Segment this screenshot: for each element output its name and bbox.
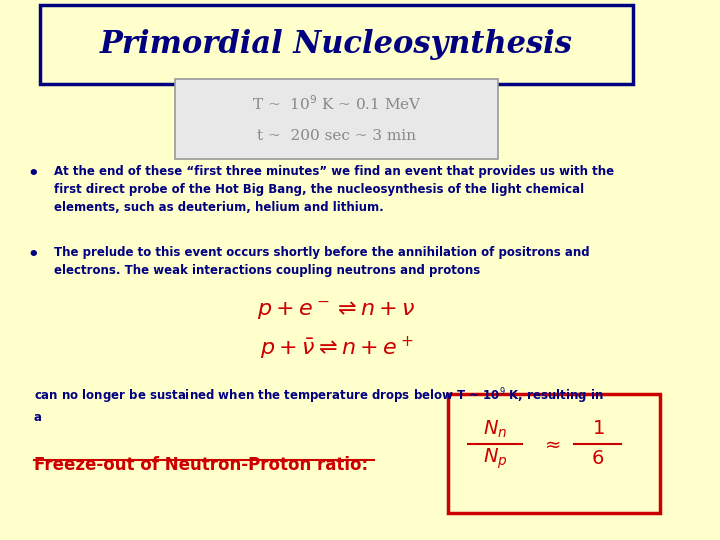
Text: Primordial Nucleosynthesis: Primordial Nucleosynthesis: [100, 29, 573, 60]
Text: Freeze-out of Neutron-Proton ratio:: Freeze-out of Neutron-Proton ratio:: [34, 456, 368, 474]
Text: $N_p$: $N_p$: [482, 447, 507, 471]
Text: •: •: [27, 165, 39, 183]
Text: can no longer be sustained when the temperature drops below T ~ 10$^9$ K, result: can no longer be sustained when the temp…: [34, 386, 603, 424]
Text: $N_n$: $N_n$: [482, 418, 507, 440]
Text: The prelude to this event occurs shortly before the annihilation of positrons an: The prelude to this event occurs shortly…: [54, 246, 590, 276]
Text: T ~  10$^9$ K ~ 0.1 MeV: T ~ 10$^9$ K ~ 0.1 MeV: [251, 94, 422, 113]
Text: •: •: [27, 246, 39, 264]
Text: $\approx$: $\approx$: [541, 434, 561, 454]
Text: $p + e^- \rightleftharpoons n + \nu$: $p + e^- \rightleftharpoons n + \nu$: [257, 299, 416, 322]
Text: $1$: $1$: [592, 420, 604, 438]
FancyBboxPatch shape: [40, 5, 633, 84]
Text: t ~  200 sec ~ 3 min: t ~ 200 sec ~ 3 min: [257, 129, 416, 143]
FancyBboxPatch shape: [175, 79, 498, 159]
Text: $6$: $6$: [591, 450, 604, 468]
Text: $p + \bar{\nu} \rightleftharpoons n + e^+$: $p + \bar{\nu} \rightleftharpoons n + e^…: [260, 335, 413, 362]
FancyBboxPatch shape: [448, 394, 660, 513]
Text: At the end of these “first three minutes” we find an event that provides us with: At the end of these “first three minutes…: [54, 165, 614, 214]
